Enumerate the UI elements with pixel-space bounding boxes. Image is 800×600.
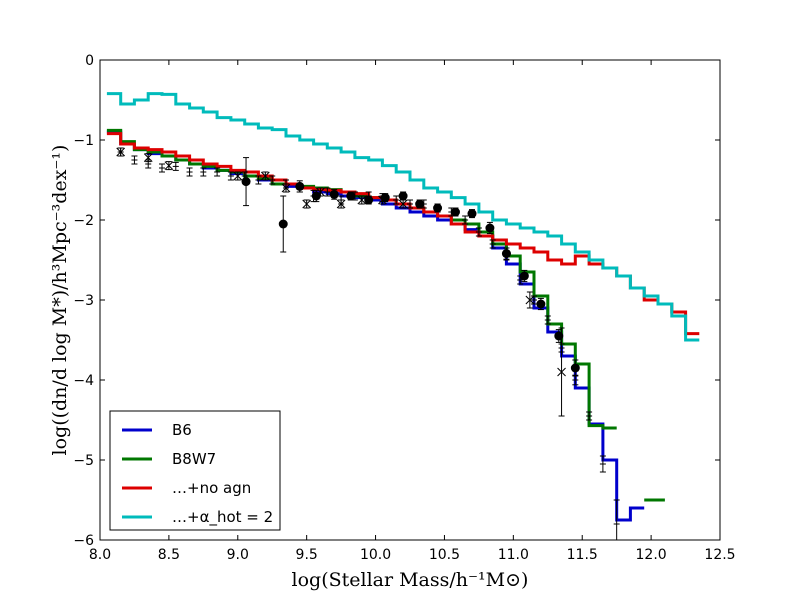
x-tick-label: 9.5 (296, 547, 318, 563)
series-line-4 (106, 92, 700, 342)
y-tick-label: −6 (73, 533, 94, 549)
legend-label-3: …+no agn (172, 479, 251, 497)
obs-dot-marker (278, 219, 288, 229)
obs-dot-marker (501, 249, 511, 259)
obs-dot-marker (241, 177, 251, 187)
y-axis-label: log((dn/d log M*)/h³Mpc⁻³dex⁻¹) (49, 145, 71, 456)
legend-label-1: B6 (172, 421, 192, 439)
obs-dot-marker (364, 195, 374, 205)
obs-dot-marker (415, 199, 425, 209)
observations-layer (116, 147, 620, 540)
obs-dot-marker (311, 191, 321, 201)
x-tick-label: 9.0 (227, 547, 249, 563)
obs-dot-marker (536, 299, 546, 309)
legend: B6 B8W7 …+no agn …+α_hot = 2 (109, 410, 281, 531)
obs-dot-marker (519, 271, 529, 281)
obs-cross-marker (398, 199, 408, 209)
obs-dot-marker (295, 181, 305, 191)
y-tick-label: −5 (73, 453, 94, 469)
obs-dot-marker (433, 203, 443, 213)
obs-dot-marker (450, 207, 460, 217)
obs-dot-marker (329, 189, 339, 199)
x-axis-label: log(Stellar Mass/h⁻¹M⊙) (292, 569, 529, 591)
obs-dot-marker (485, 223, 495, 233)
x-tick-label: 11.5 (567, 547, 598, 563)
y-tick-label: −4 (73, 373, 94, 389)
x-tick-label: 12.0 (636, 547, 667, 563)
obs-cross-marker (164, 161, 174, 170)
obs-cross-marker (525, 295, 535, 305)
legend-label-4: …+α_hot = 2 (172, 508, 273, 527)
obs-cross-marker (143, 153, 153, 162)
x-tick-label: 12.5 (704, 547, 735, 563)
x-tick-label: 11.0 (498, 547, 529, 563)
obs-cross-marker (357, 195, 367, 205)
legend-label-2: B8W7 (172, 450, 216, 468)
obs-cross-marker (281, 183, 291, 193)
obs-cross-marker (260, 171, 270, 181)
obs-cross-marker (336, 199, 346, 209)
obs-dot-marker (554, 331, 564, 341)
x-tick-label: 8.5 (158, 547, 180, 563)
y-axis: 0 −1 −2 −3 −4 −5 −6 (73, 53, 720, 549)
x-tick-label: 10.5 (429, 547, 460, 563)
x-tick-label: 10.0 (360, 547, 391, 563)
obs-dot-marker (398, 191, 408, 201)
y-tick-label: −2 (73, 213, 94, 229)
obs-dot-marker (346, 191, 356, 201)
obs-cross-marker (557, 367, 566, 377)
obs-dot-marker (467, 209, 477, 219)
obs-dot-marker (570, 363, 580, 373)
y-tick-label: −3 (73, 293, 94, 309)
y-tick-label: −1 (73, 133, 94, 149)
obs-cross-marker (302, 199, 312, 209)
obs-cross-marker (116, 147, 126, 157)
obs-cross-marker (233, 171, 243, 181)
x-tick-label: 8.0 (89, 547, 111, 563)
obs-dot-marker (380, 193, 390, 203)
y-tick-label: 0 (85, 53, 94, 69)
x-axis: 8.0 8.5 9.0 9.5 10.0 10.5 11.0 11.5 12.0 12.5 (89, 60, 736, 563)
